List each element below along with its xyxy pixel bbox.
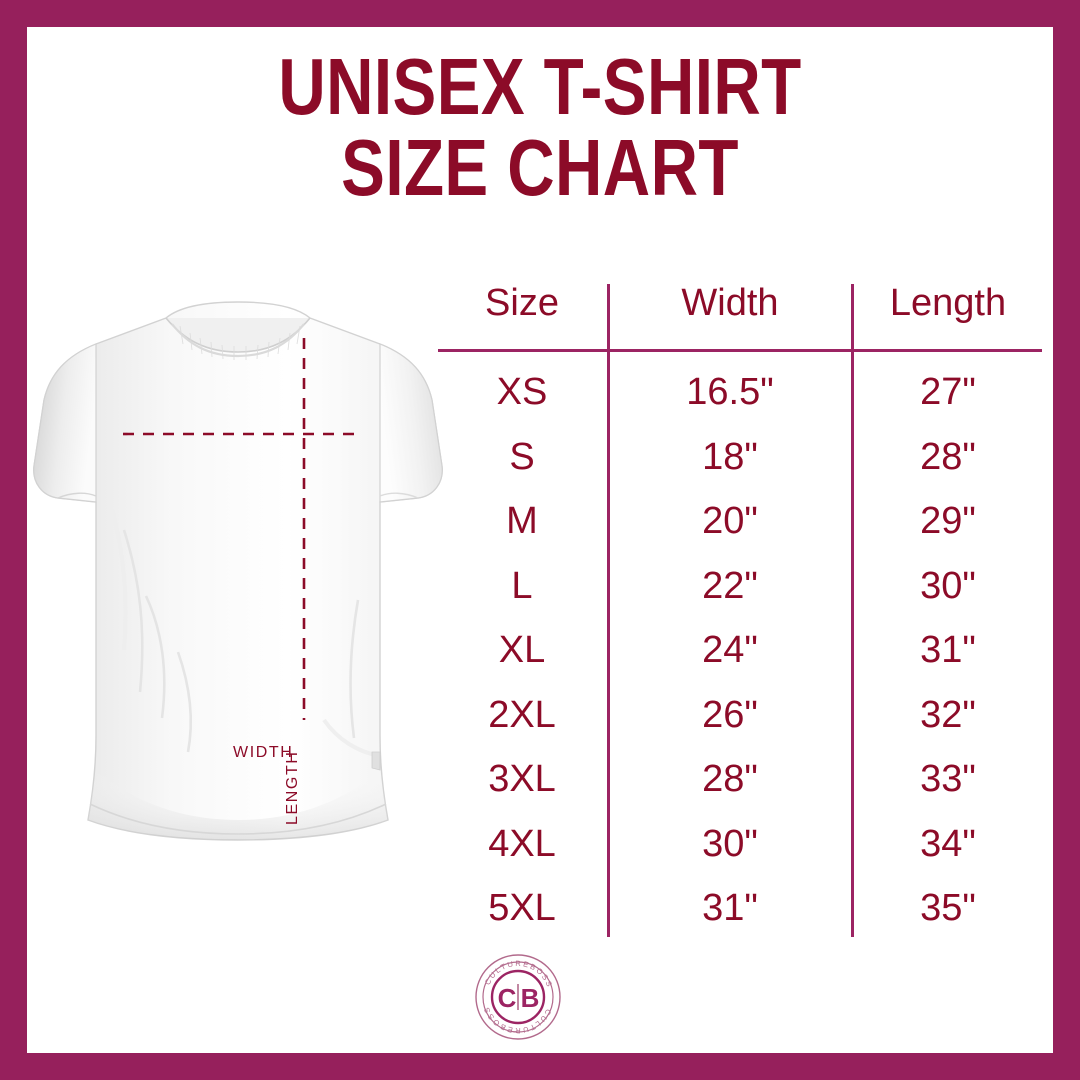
logo-initial-b: B <box>521 983 540 1013</box>
measurement-guides <box>123 338 358 720</box>
cell-size: XS <box>496 371 548 413</box>
table-row: XS 16.5" 27" <box>436 360 1044 425</box>
tshirt-illustration: WIDTH LENGTH <box>28 300 448 845</box>
column-header-length: Length <box>889 282 1007 324</box>
cell-size: M <box>506 500 538 542</box>
brand-logo: CULTUREBOSS CULTUREBOSS C B <box>474 953 562 1041</box>
cell-length: 30" <box>920 564 976 607</box>
cell-width: 31" <box>702 887 758 929</box>
cell-size: S <box>509 435 535 478</box>
cell-width: 22" <box>702 564 758 607</box>
table-row: S 18" 28" <box>436 425 1044 490</box>
cell-size: 3XL <box>488 758 556 800</box>
cell-length: 35" <box>920 887 976 929</box>
cell-length: 29" <box>920 500 976 542</box>
table-row: L 22" 30" <box>436 554 1044 619</box>
cell-length: 34" <box>920 822 976 865</box>
cell-width: 26" <box>702 693 758 736</box>
cell-length: 27" <box>920 371 976 413</box>
cell-length: 32" <box>920 693 976 736</box>
table-row: 2XL 26" 32" <box>436 683 1044 748</box>
width-guide-label: WIDTH <box>233 744 294 761</box>
title-line-2: SIZE CHART <box>341 123 739 212</box>
cell-size: 5XL <box>488 887 556 929</box>
cell-width: 18" <box>702 435 758 478</box>
cell-width: 24" <box>702 629 758 671</box>
column-header-size: Size <box>485 282 559 324</box>
column-divider-2 <box>851 284 854 937</box>
cell-length: 31" <box>920 629 976 671</box>
cell-size: L <box>511 564 533 607</box>
column-header-width: Width <box>681 282 779 324</box>
cell-size: 4XL <box>488 822 556 865</box>
table-row: 3XL 28" 33" <box>436 747 1044 812</box>
size-table: Size Width Length XS 16.5" 27" S 18" 28"… <box>436 272 1044 942</box>
table-row: XL 24" 31" <box>436 618 1044 683</box>
cell-size: 2XL <box>488 693 556 736</box>
cell-length: 28" <box>920 435 976 478</box>
column-divider-1 <box>607 284 610 937</box>
cell-size: XL <box>498 629 546 671</box>
header-divider-line <box>438 349 1042 352</box>
table-header-row: Size Width Length <box>436 272 1044 334</box>
tshirt-body-shape <box>33 301 443 841</box>
title-line-1: UNISEX T-SHIRT <box>278 42 802 131</box>
logo-initial-c: C <box>498 983 517 1013</box>
cell-length: 33" <box>920 758 976 800</box>
table-row: 5XL 31" 35" <box>436 876 1044 941</box>
cell-width: 16.5" <box>686 371 774 413</box>
table-row: M 20" 29" <box>436 489 1044 554</box>
cell-width: 28" <box>702 758 758 800</box>
cell-width: 30" <box>702 822 758 865</box>
page-title: UNISEX T-SHIRT SIZE CHART <box>0 46 1080 208</box>
table-body: XS 16.5" 27" S 18" 28" M 20" 29" L 22" 3… <box>436 360 1044 941</box>
table-row: 4XL 30" 34" <box>436 812 1044 877</box>
length-guide-label: LENGTH <box>284 750 301 826</box>
cell-width: 20" <box>702 500 758 542</box>
